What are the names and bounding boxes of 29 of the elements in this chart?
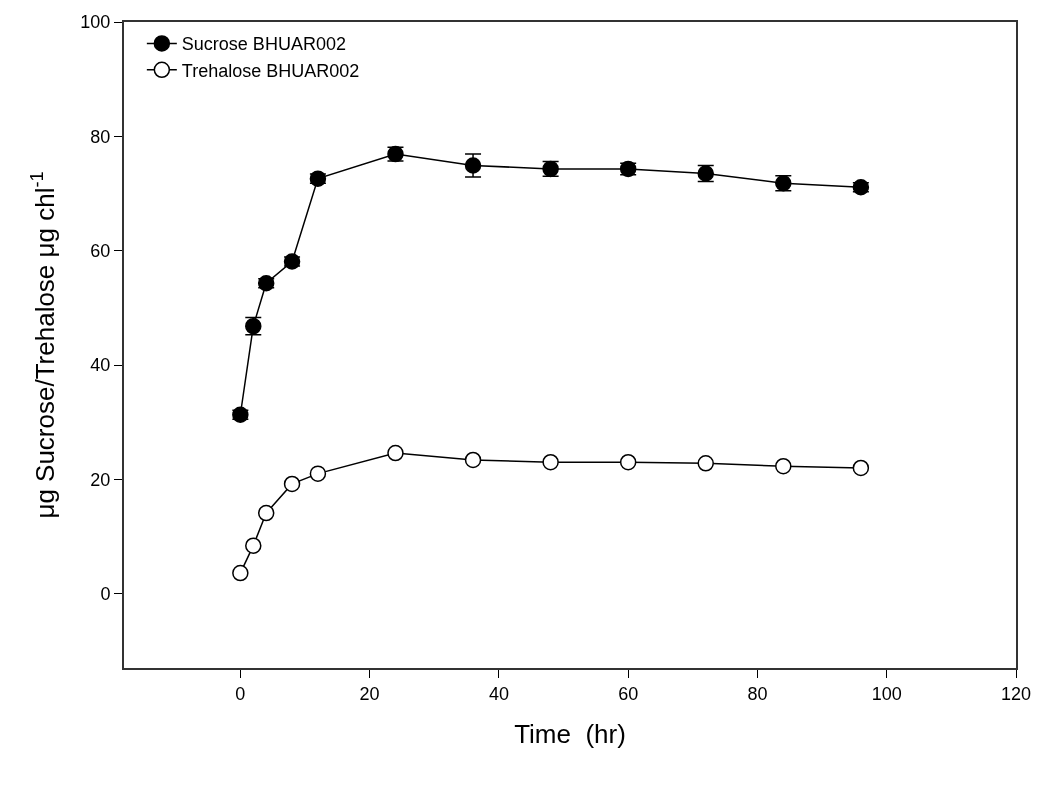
point	[775, 457, 792, 475]
x-axis-title: Time (hr)	[514, 718, 626, 749]
point	[257, 504, 275, 522]
y-tick-label: 100	[80, 12, 111, 33]
point	[464, 451, 482, 469]
x-tick-label: 120	[1000, 683, 1032, 704]
x-tick-label: 80	[747, 683, 768, 704]
x-tick-label: 20	[359, 683, 380, 704]
y-tick-label: 20	[90, 469, 111, 490]
point	[464, 157, 482, 174]
point	[387, 444, 404, 462]
y-tick-label: 80	[90, 126, 111, 147]
point	[283, 475, 301, 493]
point	[619, 453, 637, 471]
point	[232, 564, 249, 582]
y-tick-label: 0	[100, 583, 111, 604]
point	[697, 455, 714, 472]
legend-label: Trehalose BHUAR002	[181, 60, 360, 81]
point	[309, 465, 327, 482]
x-tick-label: 0	[235, 683, 246, 704]
x-tick-label: 40	[488, 683, 509, 704]
x-tick-label: 100	[871, 683, 902, 704]
x-tick-label: 60	[618, 683, 639, 704]
point	[852, 459, 870, 477]
point	[542, 453, 559, 471]
y-tick-label: 40	[90, 355, 111, 376]
y-tick-label: 60	[90, 240, 111, 261]
point	[245, 537, 262, 554]
legend-label: Sucrose BHUAR002	[181, 34, 346, 55]
